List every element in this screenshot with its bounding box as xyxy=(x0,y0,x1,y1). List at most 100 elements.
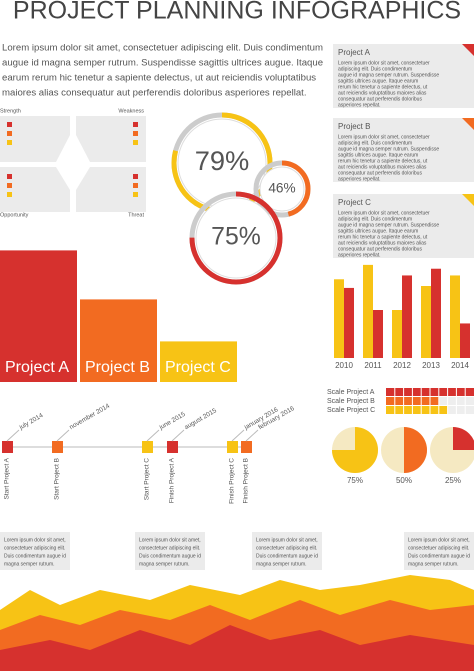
ring-label: 46% xyxy=(268,181,295,196)
title: PROJECT PLANNING INFOGRAPHICS xyxy=(13,0,461,25)
callout-line: Lorem ipsum dolor sit amet, xyxy=(256,537,318,543)
year-label: 2011 xyxy=(364,361,382,370)
box-line: sagittis ultrices augue. Itaque earum xyxy=(338,152,418,158)
year-bar xyxy=(421,286,431,358)
callout-line: consectetuer adipiscing elit. xyxy=(408,545,469,551)
callout xyxy=(252,532,322,570)
milestone xyxy=(241,441,252,453)
callout-line: Duis condimentum augue id xyxy=(408,553,470,559)
milestone-stem xyxy=(56,429,70,442)
area-decoration xyxy=(0,575,474,671)
milestone-stem xyxy=(245,429,259,442)
box-line: augue id magna semper rutrum. Suspendiss… xyxy=(338,146,439,152)
year-bar xyxy=(363,264,373,358)
bar xyxy=(160,341,237,382)
milestone xyxy=(167,441,178,453)
box-line: Lorem ipsum dolor sit amet, consectetuer xyxy=(338,134,430,140)
box-line: asperiores repellat. xyxy=(338,252,381,258)
milestone xyxy=(227,441,238,453)
callout xyxy=(135,532,205,570)
year-bar xyxy=(392,310,402,358)
callout-line: consectetuer adipiscing elit. xyxy=(139,545,200,551)
box-line: adipiscing elit. Duis condimentum xyxy=(338,216,412,222)
swot-label: Opportunity xyxy=(0,212,29,218)
callout-line: magna semper rutrum. xyxy=(256,561,307,567)
box-corner xyxy=(462,44,474,56)
intro-line: Lorem ipsum dolor sit amet, consectetuer… xyxy=(2,43,323,54)
box-line: augue id magna semper rutrum. Suspendiss… xyxy=(338,222,439,228)
pie-label: 75% xyxy=(347,476,363,485)
pie-slice xyxy=(453,427,474,450)
bar-label: Project C xyxy=(165,359,231,376)
scale-label: Scale Project C xyxy=(327,407,375,414)
milestone-label: Start Project C xyxy=(144,458,151,501)
milestone-stem xyxy=(231,429,245,442)
info-box xyxy=(333,44,474,108)
ring-label: 75% xyxy=(211,224,261,251)
bar xyxy=(0,250,77,382)
bar-label: Project B xyxy=(85,359,150,376)
box-title: Project B xyxy=(338,122,370,131)
year-bar xyxy=(344,287,354,358)
intro-line: augue id magna semper rutrum. Suspendiss… xyxy=(2,58,323,69)
callout-line: magna semper rutrum. xyxy=(408,561,459,567)
swot-markers xyxy=(7,122,138,197)
scale-label: Scale Project B xyxy=(327,398,375,405)
ring-face xyxy=(195,197,277,279)
box-line: rerum hic tenetur a sapiente delectus, u… xyxy=(338,84,428,90)
box-line: consequatur aut perferendis doloribus xyxy=(338,96,422,102)
box-line: Lorem ipsum dolor sit amet, consectetuer xyxy=(338,210,430,216)
milestone-date: august 2015 xyxy=(183,407,218,431)
box-line: rerum hic tenetur a sapiente delectus, u… xyxy=(338,158,428,164)
callout-line: magna semper rutrum. xyxy=(4,561,55,567)
scale-fill xyxy=(386,406,448,414)
milestone-stem xyxy=(146,429,160,442)
bar-label: Project A xyxy=(5,359,69,376)
box-title: Project A xyxy=(338,48,371,57)
year-label: 2012 xyxy=(393,361,411,370)
year-label: 2014 xyxy=(451,361,469,370)
box-corner xyxy=(462,194,474,206)
callout xyxy=(0,532,70,570)
box-line: adipiscing elit. Duis condimentum xyxy=(338,66,412,72)
box-line: rerum hic tenetur a sapiente delectus, u… xyxy=(338,234,428,240)
year-bar xyxy=(373,310,383,358)
year-label: 2013 xyxy=(422,361,440,370)
callout-line: Lorem ipsum dolor sit amet, xyxy=(4,537,66,543)
box-line: sagittis ultrices augue. Itaque earum xyxy=(338,228,418,234)
milestone xyxy=(2,441,13,453)
milestone-label: Start Project B xyxy=(54,458,61,500)
milestone-date: june 2015 xyxy=(157,411,186,432)
pie-label: 25% xyxy=(445,476,461,485)
swot-label: Strength xyxy=(0,108,21,114)
year-bar xyxy=(450,275,460,358)
box-corner xyxy=(462,118,474,130)
box-line: consequatur aut perferendis doloribus xyxy=(338,246,422,252)
callout-line: consectetuer adipiscing elit. xyxy=(4,545,65,551)
box-line: aut reiciendis voluptatibus maiores alia… xyxy=(338,240,427,246)
callout-line: Lorem ipsum dolor sit amet, xyxy=(139,537,201,543)
milestone-date: november 2014 xyxy=(68,402,111,431)
callout-line: consectetuer adipiscing elit. xyxy=(256,545,317,551)
info-box xyxy=(333,118,474,182)
scale-label: Scale Project A xyxy=(327,389,375,396)
milestone-label: Finish Project A xyxy=(169,457,176,503)
pie-slice xyxy=(404,427,427,473)
box-line: Lorem ipsum dolor sit amet, consectetuer xyxy=(338,60,430,66)
box-line: consequatur aut perferendis doloribus xyxy=(338,170,422,176)
ring-arc xyxy=(253,160,311,218)
bar xyxy=(80,299,157,382)
box-line: adipiscing elit. Duis condimentum xyxy=(338,140,412,146)
ring-face xyxy=(259,166,305,212)
pie-slice xyxy=(332,427,378,473)
callout-line: Lorem ipsum dolor sit amet, xyxy=(408,537,470,543)
year-bar xyxy=(334,279,344,358)
ring-arc xyxy=(189,191,283,285)
box-line: aut reiciendis voluptatibus maiores alia… xyxy=(338,90,427,96)
year-bar xyxy=(460,323,470,358)
callout-line: Duis condimentum augue id xyxy=(139,553,201,559)
callout-line: Duis condimentum augue id xyxy=(256,553,318,559)
box-line: sagittis ultrices augue. Itaque earum xyxy=(338,78,418,84)
milestone-stem xyxy=(6,429,20,442)
